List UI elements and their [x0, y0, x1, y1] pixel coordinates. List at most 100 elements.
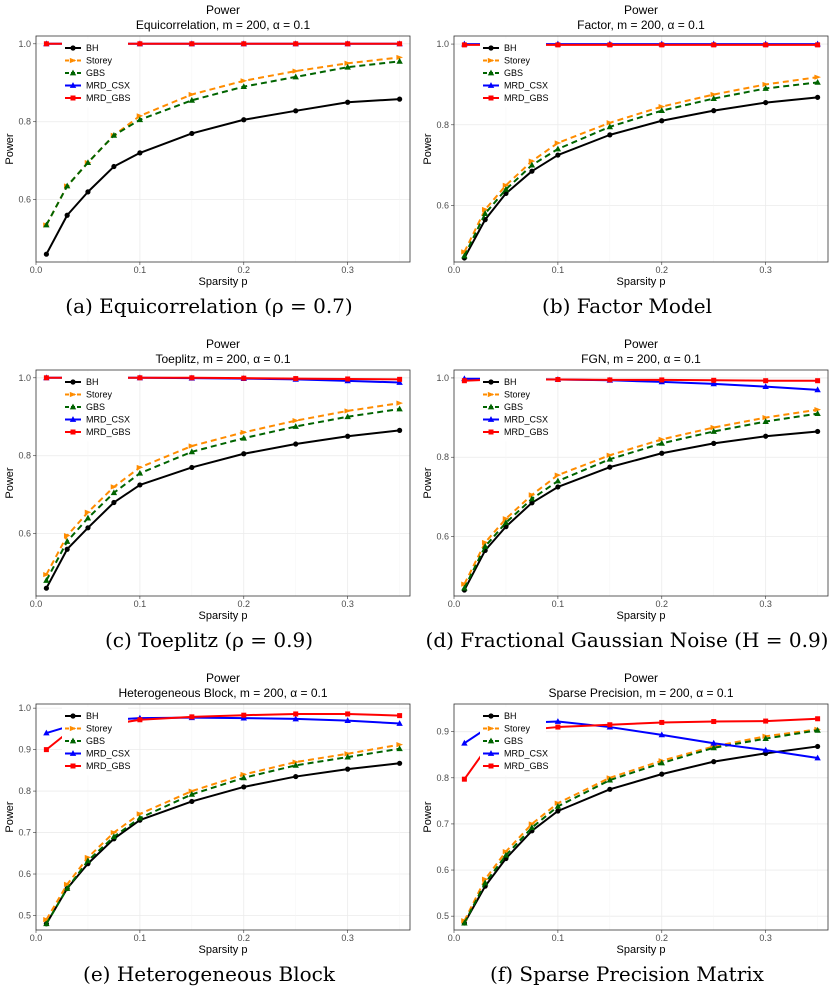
data-point [762, 735, 769, 741]
data-point [502, 182, 510, 188]
data-point [659, 719, 665, 725]
chart-caption: (f) Sparse Precision Matrix [490, 962, 764, 986]
chart-title: Power [206, 671, 240, 685]
data-point [555, 724, 561, 730]
plot-frame [35, 35, 411, 263]
legend-label: GBS [86, 402, 105, 412]
data-point [607, 42, 613, 48]
legend-label: GBS [504, 736, 523, 746]
data-point [240, 774, 247, 781]
series-gbs [461, 410, 821, 591]
data-point [710, 428, 717, 434]
chart-title: Power [624, 3, 658, 17]
y-axis-label: Power [4, 801, 16, 833]
legend-marker [487, 403, 495, 410]
data-point [344, 413, 351, 420]
x-tick-label: 0.3 [341, 265, 354, 275]
data-point [528, 821, 536, 827]
data-point [396, 57, 403, 64]
data-point [814, 386, 821, 393]
data-point [189, 130, 195, 137]
chart-panel: 0.0 0.1 0.2 0.3 0.6 0.8 1.0 Power Factor, m = 20… [418, 0, 836, 334]
legend-marker [69, 391, 77, 398]
data-point [344, 717, 351, 723]
data-point [762, 418, 769, 424]
data-point [658, 107, 665, 114]
chart-panel: 0.0 0.1 0.2 0.3 0.5 0.6 0.7 0.8 0.9 1.0 Power Heter… [0, 668, 418, 1002]
data-point [396, 54, 404, 61]
data-point [711, 440, 717, 446]
data-point [344, 60, 352, 66]
data-point [711, 719, 717, 725]
data-point [461, 919, 468, 926]
data-point [528, 492, 536, 498]
data-point [528, 158, 536, 164]
data-point [397, 713, 403, 719]
series-line [45, 747, 400, 925]
data-point [344, 408, 352, 414]
data-point [188, 791, 196, 797]
chart-svg: 0.0 0.1 0.2 0.30.60.81.0PowerEquicorrelatio… [4, 3, 411, 288]
data-point [110, 489, 118, 496]
legend-marker [70, 763, 76, 769]
data-point [554, 718, 562, 724]
legend-label: BH [86, 711, 99, 721]
legend-marker [488, 713, 494, 719]
legend-marker [69, 69, 77, 76]
legend-label: GBS [86, 68, 105, 78]
legend-marker [70, 45, 76, 51]
data-point [397, 376, 403, 382]
data-point [240, 771, 248, 778]
legend-label: BH [504, 43, 517, 53]
x-tick-label: 0.0 [30, 933, 43, 943]
data-point [136, 469, 144, 476]
legend-label: MRD_GBS [86, 93, 131, 103]
legend-label: BH [86, 377, 99, 387]
legend-label: Storey [86, 724, 113, 734]
y-tick-label: 0.5 [18, 910, 31, 920]
data-point [136, 113, 144, 119]
data-point [293, 41, 299, 47]
data-point [461, 249, 468, 255]
legend-label: Storey [504, 390, 531, 400]
data-point [345, 99, 351, 105]
data-point [397, 96, 403, 102]
data-point [136, 464, 144, 471]
data-point [762, 85, 769, 91]
data-point [188, 96, 196, 103]
data-point [63, 182, 71, 189]
data-point [188, 448, 196, 455]
y-tick-label: 0.7 [18, 828, 31, 838]
legend-label: GBS [504, 68, 523, 78]
data-point [461, 378, 467, 384]
y-tick-label: 0.8 [436, 773, 449, 783]
data-point [528, 161, 536, 168]
data-point [396, 720, 403, 726]
data-point [189, 714, 195, 720]
x-tick-label: 0.2 [656, 599, 669, 609]
data-point [396, 745, 403, 752]
legend-marker [69, 82, 77, 88]
data-point [84, 159, 92, 166]
legend-label: MRD_GBS [504, 761, 549, 771]
chart-caption: (b) Factor Model [542, 294, 712, 318]
legend-marker [487, 57, 495, 64]
legend-label: MRD_GBS [504, 93, 549, 103]
data-point [292, 759, 300, 765]
data-point [137, 150, 143, 156]
data-point [396, 405, 403, 412]
x-tick-label: 0.1 [552, 599, 565, 609]
data-point [136, 116, 144, 123]
data-point [63, 881, 71, 887]
x-tick-label: 0.1 [552, 265, 565, 275]
legend-label: MRD_CSX [86, 749, 130, 759]
x-tick-label: 0.0 [448, 599, 461, 609]
series-line [463, 728, 818, 922]
data-point [292, 715, 299, 722]
data-point [345, 711, 351, 717]
legend-label: Storey [86, 56, 113, 66]
data-point [292, 418, 300, 424]
data-point [110, 833, 118, 840]
chart-panel: 0.0 0.1 0.2 0.3 0.6 0.8 1.0 Power Toeplitz, m = … [0, 334, 418, 668]
data-point [606, 776, 614, 783]
